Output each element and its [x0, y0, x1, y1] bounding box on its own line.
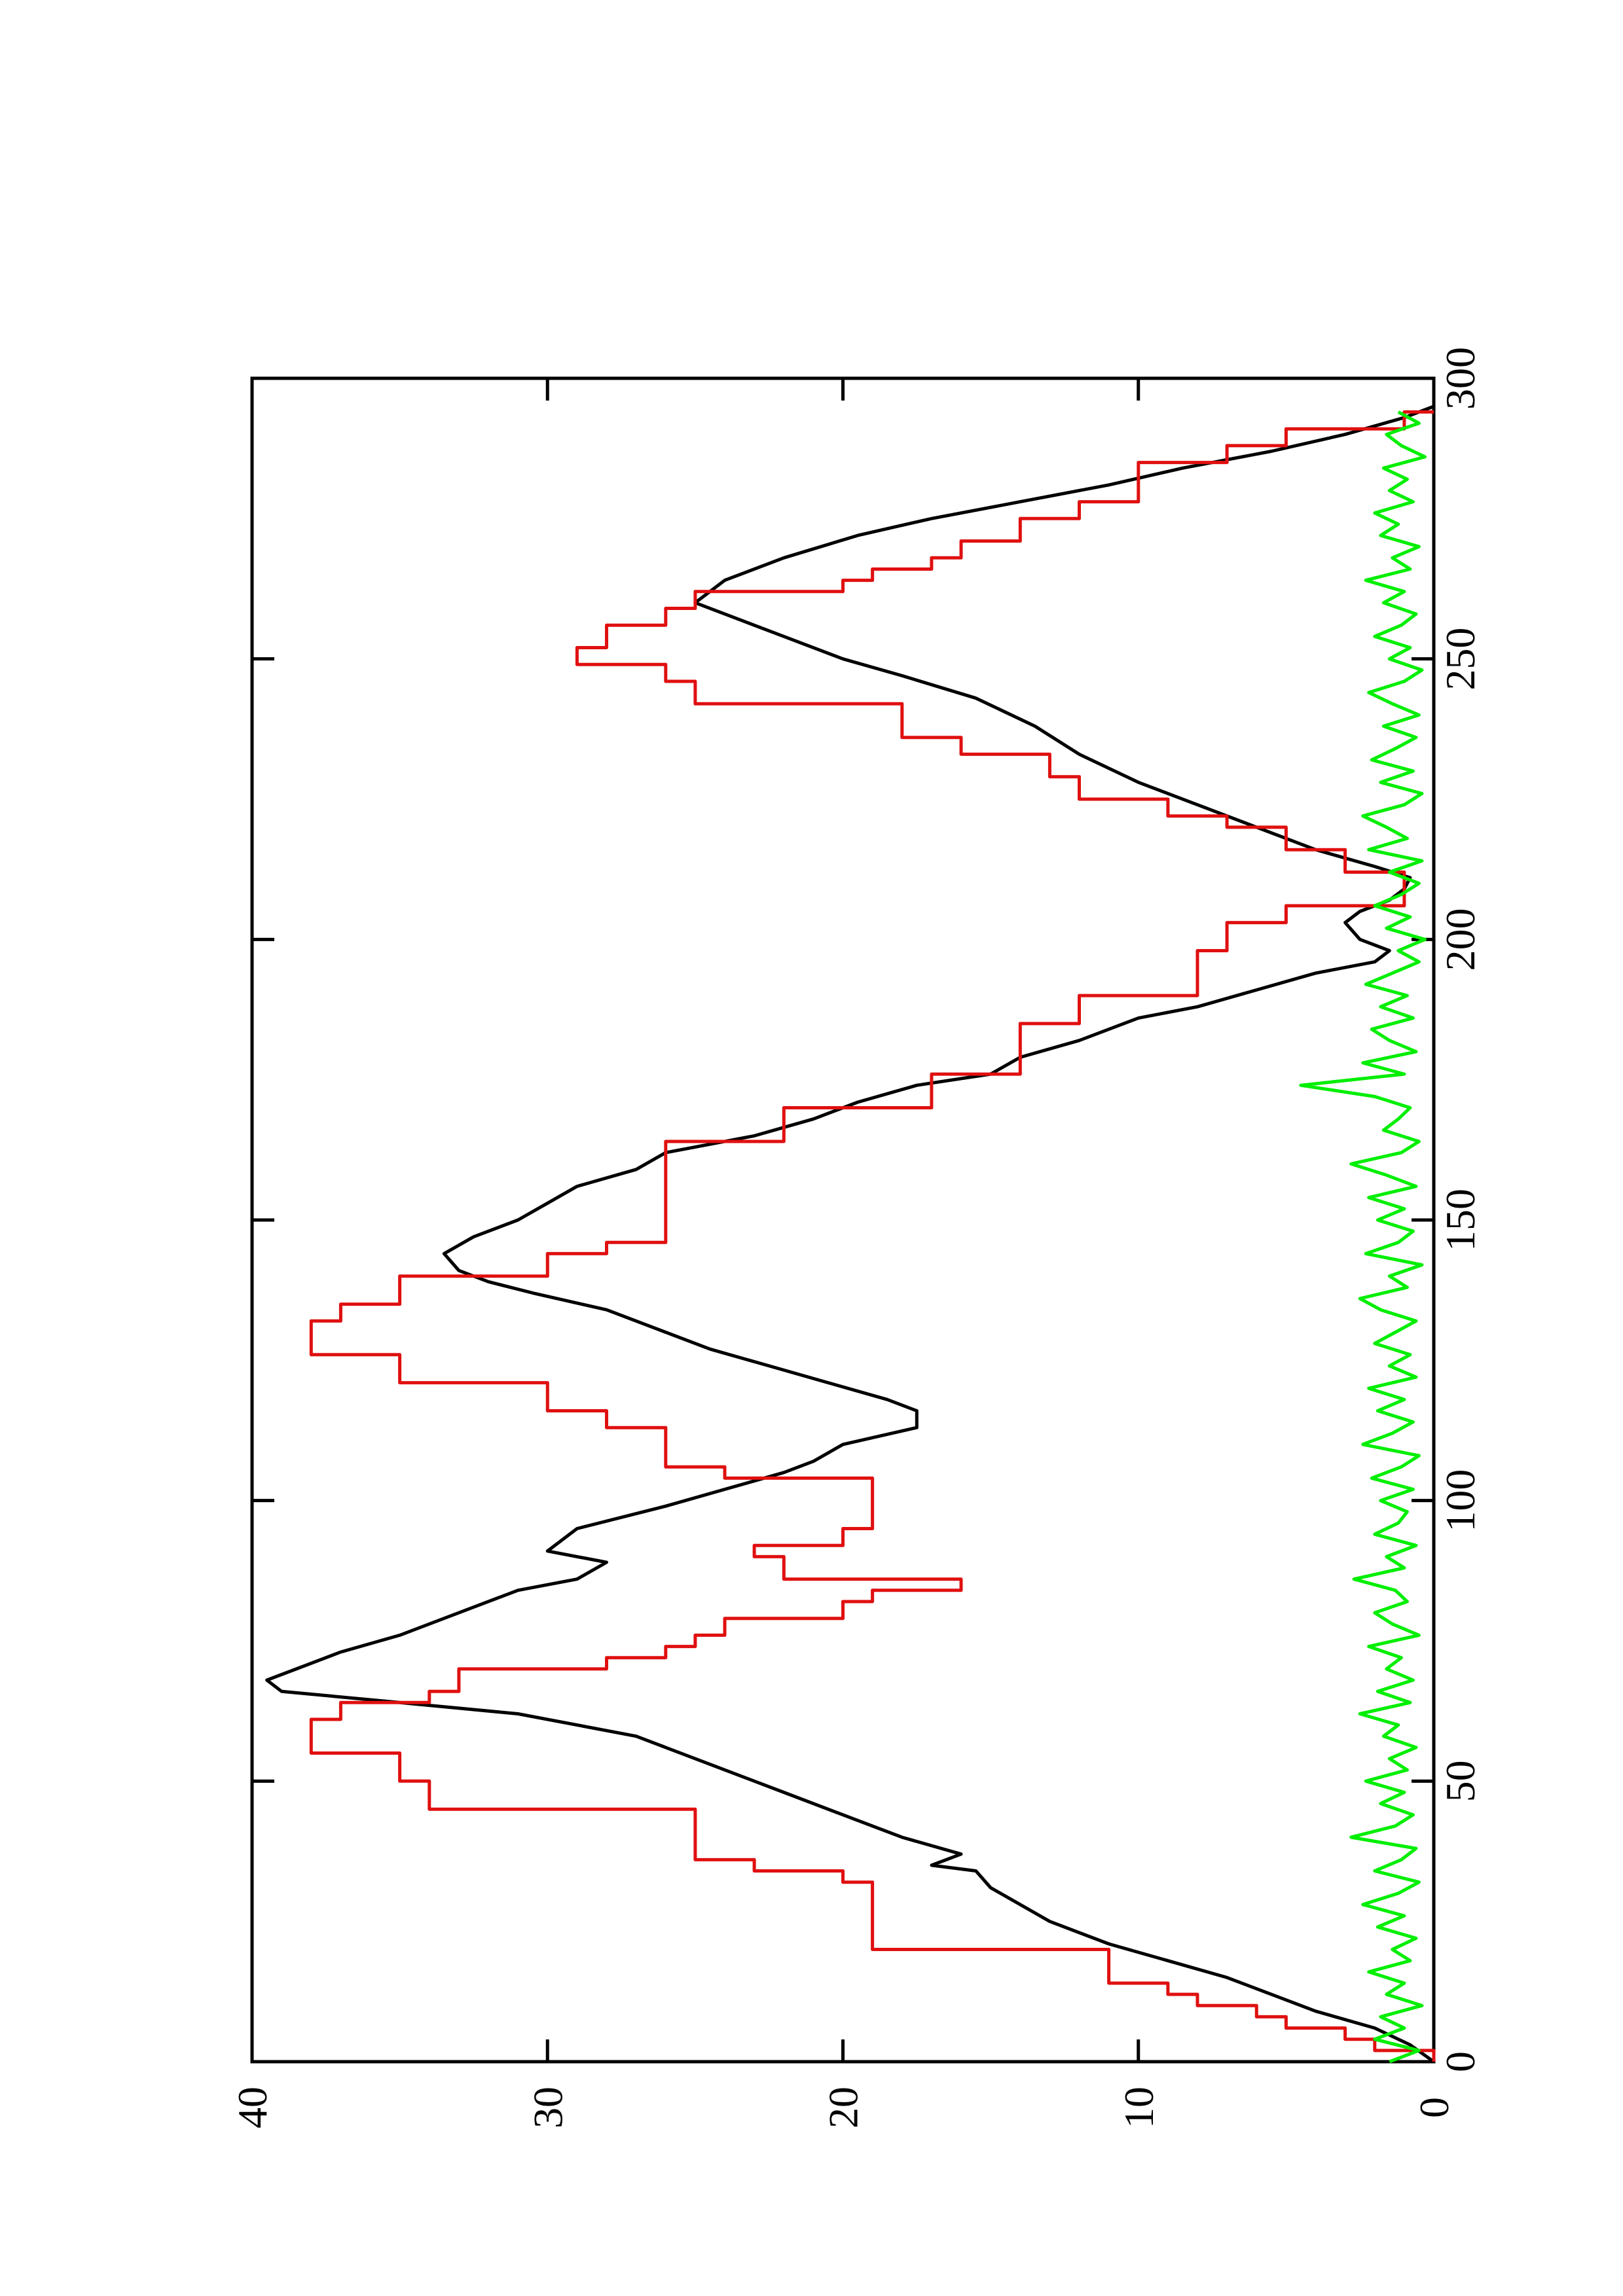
x-tick-label: 50: [1437, 1760, 1484, 1802]
x-tick-label: 150: [1437, 1189, 1484, 1251]
x-tick-label: 200: [1437, 908, 1484, 971]
x-tick-label: 0: [1437, 2051, 1484, 2072]
series-group: [265, 404, 1436, 2064]
y-tick-label: 0: [1411, 2097, 1457, 2118]
series-line-2: [309, 410, 1436, 2062]
y-tick-label: 20: [820, 2087, 867, 2128]
y-tick-label: 40: [229, 2087, 276, 2128]
x-tick-label: 250: [1437, 628, 1484, 691]
y-tick-label: 10: [1116, 2087, 1162, 2128]
series-line-1: [265, 404, 1435, 2064]
tick-labels: 0 50 100 150 200 250 300 0 10 20 30 40: [229, 347, 1484, 2128]
x-tick-label: 300: [1437, 347, 1484, 410]
x-tick-label: 100: [1437, 1469, 1484, 1532]
y-tick-label: 30: [524, 2087, 571, 2128]
series-line-3: [1299, 410, 1427, 2064]
axis-ticks: [250, 376, 1436, 2064]
plot-area: [250, 376, 1436, 2064]
